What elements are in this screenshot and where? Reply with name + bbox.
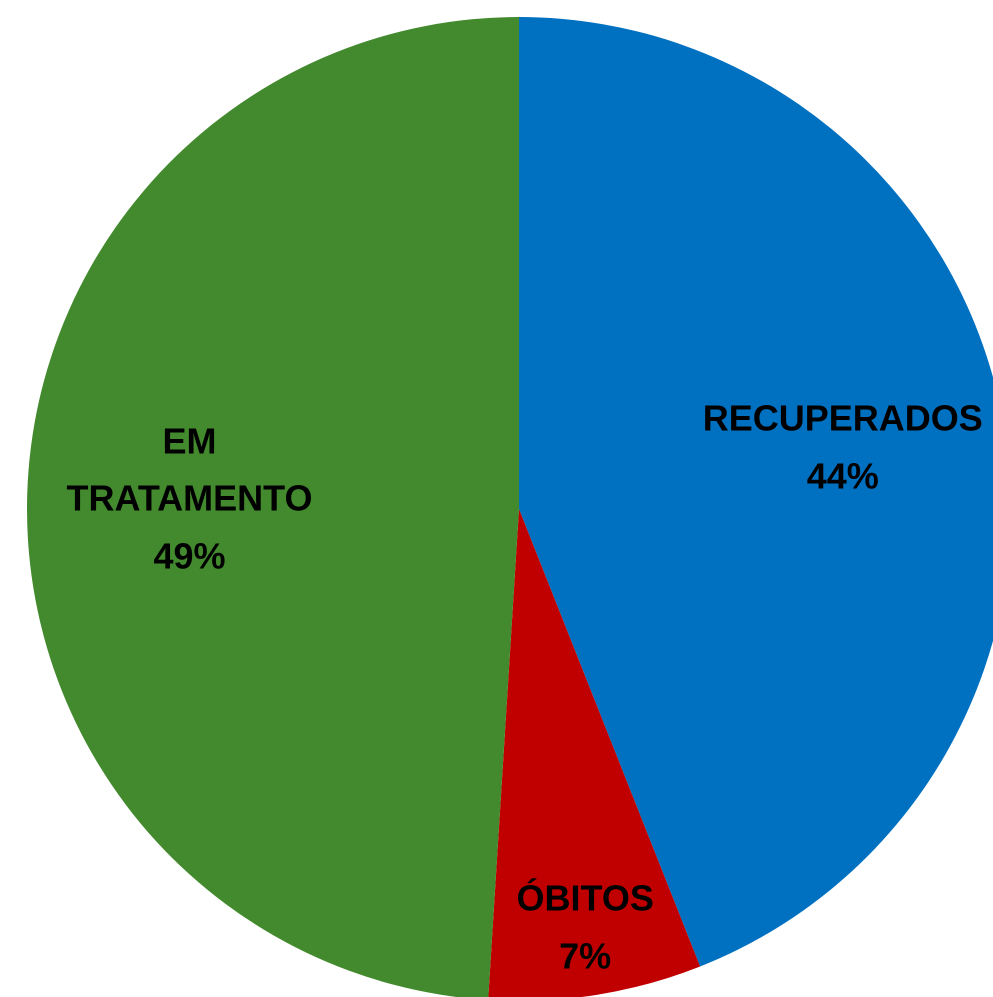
slice-label: RECUPERADOS 44%: [703, 390, 983, 505]
pie-slice: [26, 17, 519, 997]
value-label: 7%: [559, 934, 612, 976]
category-label: ÓBITOS: [516, 877, 654, 919]
pie-slice: [519, 17, 993, 967]
category-label: EM TRATAMENTO: [66, 420, 313, 519]
slice-label: ÓBITOS 7%: [517, 869, 654, 984]
pie-slice: [488, 509, 701, 997]
category-label: RECUPERADOS: [702, 397, 983, 439]
value-label: 49%: [153, 535, 226, 577]
slice-label: EM TRATAMENTO 49%: [67, 412, 313, 585]
value-label: 44%: [806, 455, 879, 497]
